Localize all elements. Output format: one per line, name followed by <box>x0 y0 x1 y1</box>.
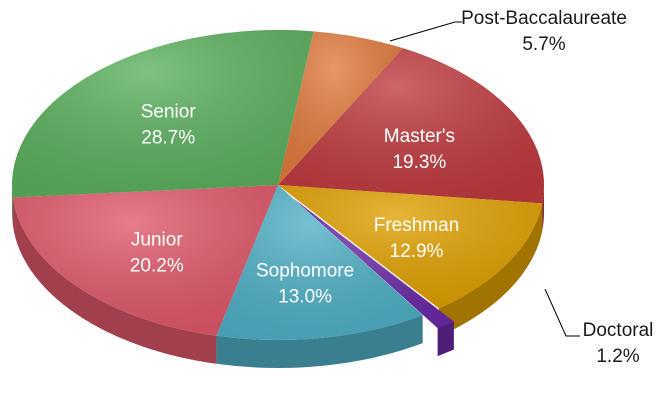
pie-slice-shading <box>216 185 423 340</box>
slice-percent-doctoral: 1.2% <box>596 346 639 367</box>
slice-label-sophomore: Sophomore <box>256 261 354 282</box>
slice-label-post-baccalaureate: Post-Baccalaureate <box>461 8 627 29</box>
pie-tops <box>12 30 544 340</box>
pie-labels: Master's 19.3% Freshman 12.9% Doctoral 1.2% So… <box>130 8 654 367</box>
pie-slice-shading <box>292 198 454 329</box>
pie-side-sophomore <box>216 315 423 368</box>
pie-side-master-s <box>542 185 544 232</box>
pie-slice-shading <box>278 31 403 185</box>
pie-slice-shading <box>278 48 544 204</box>
pie-slice-shading <box>12 30 314 198</box>
slice-label-doctoral: Doctoral <box>583 320 654 341</box>
pie-sides <box>12 185 544 368</box>
leader-line-doctoral <box>544 288 580 337</box>
pie-slice-shading <box>278 185 543 309</box>
pie-side-junior <box>12 197 217 364</box>
slice-label-senior: Senior <box>141 102 197 123</box>
pie-side-doctoral <box>437 321 454 357</box>
slice-percent-sophomore: 13.0% <box>278 287 332 308</box>
slice-percent-master-s: 19.3% <box>392 152 446 173</box>
pie-side-senior <box>12 185 13 226</box>
slice-label-master-s: Master's <box>384 126 455 147</box>
leader-line-post-baccalaureate <box>389 21 462 42</box>
slice-label-freshman: Freshman <box>374 215 460 236</box>
pie-slice-shading <box>12 185 278 336</box>
slice-percent-junior: 20.2% <box>130 256 184 277</box>
pie-side-freshman <box>438 203 543 337</box>
slice-percent-senior: 28.7% <box>141 128 195 149</box>
slice-label-junior: Junior <box>131 230 183 251</box>
slice-percent-post-baccalaureate: 5.7% <box>522 34 565 55</box>
slice-percent-freshman: 12.9% <box>390 241 444 262</box>
